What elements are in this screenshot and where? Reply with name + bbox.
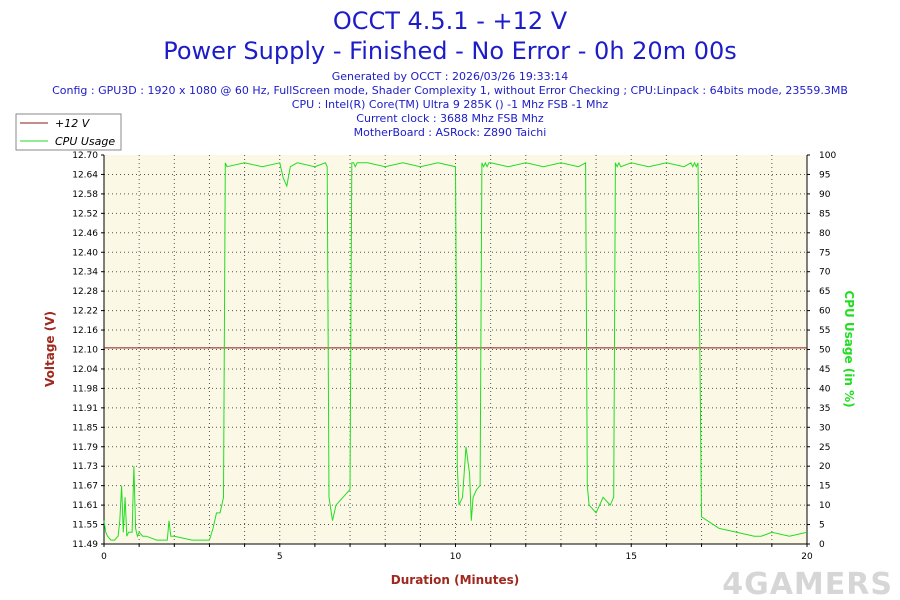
y-left-tick-label: 12.64 (72, 170, 98, 180)
axes (101, 154, 810, 547)
y-left-axis-title: Voltage (V) (43, 311, 57, 387)
chart-subtitle: Power Supply - Finished - No Error - 0h … (163, 37, 737, 65)
y-left-tick-label: 12.34 (72, 268, 98, 278)
watermark-logo: 4GAMERS (722, 567, 893, 600)
y-right-tick-label: 60 (819, 307, 831, 317)
y-left-tick-label: 12.46 (72, 229, 98, 239)
info-cpu: CPU : Intel(R) Core(TM) Ultra 9 285K () … (292, 98, 609, 111)
x-tick-label: 5 (277, 552, 283, 562)
y-right-tick-label: 5 (819, 521, 825, 531)
y-left-tick-label: 12.40 (72, 248, 98, 258)
legend: +12 V CPU Usage (15, 113, 122, 151)
y-right-tick-label: 40 (819, 384, 831, 394)
info-clock: Current clock : 3688 Mhz FSB Mhz (356, 112, 544, 125)
y-left-tick-label: 11.73 (72, 462, 98, 472)
y-left-tick-label: 12.58 (72, 190, 98, 200)
y-right-tick-label: 45 (819, 365, 830, 375)
y-right-tick-label: 55 (819, 326, 830, 336)
y-right-tick-label: 90 (819, 190, 831, 200)
y-left-tick-label: 11.55 (72, 521, 98, 531)
info-config: Config : GPU3D : 1920 x 1080 @ 60 Hz, Fu… (52, 84, 848, 97)
y-left-tick-label: 12.52 (72, 209, 98, 219)
y-left-tick-label: 12.22 (72, 307, 98, 317)
y-right-tick-label: 20 (819, 462, 831, 472)
series-line-cpu-usage (103, 161, 808, 541)
x-tick-label: 10 (450, 552, 462, 562)
y-left-tick-label: 11.91 (72, 404, 98, 414)
y-right-tick-label: 65 (819, 287, 830, 297)
y-right-tick-label: 0 (819, 540, 825, 550)
y-left-tick-label: 11.49 (72, 540, 98, 550)
legend-label-voltage: +12 V (55, 117, 91, 130)
y-right-tick-label: 50 (819, 346, 831, 356)
y-right-tick-label: 15 (819, 482, 830, 492)
legend-box (15, 113, 122, 151)
y-right-tick-label: 70 (819, 268, 831, 278)
y-right-tick-label: 85 (819, 209, 830, 219)
y-right-tick-label: 75 (819, 248, 830, 258)
legend-label-cpu: CPU Usage (55, 135, 115, 148)
y-left-tick-label: 11.79 (72, 443, 98, 453)
y-right-tick-label: 25 (819, 443, 830, 453)
x-tick-label: 15 (626, 552, 637, 562)
x-tick-label: 20 (801, 552, 813, 562)
info-generated: Generated by OCCT : 2026/03/26 19:33:14 (332, 70, 569, 83)
y-right-axis-title: CPU Usage (in %) (842, 290, 856, 407)
grid (104, 155, 807, 544)
chart-title: OCCT 4.5.1 - +12 V (333, 7, 568, 35)
y-left-tick-label: 12.16 (72, 326, 98, 336)
y-right-tick-label: 80 (819, 229, 831, 239)
y-right-tick-label: 100 (819, 151, 836, 161)
y-right-tick-label: 95 (819, 170, 830, 180)
y-left-tick-label: 11.98 (72, 384, 98, 394)
y-left-tick-label: 11.85 (72, 423, 98, 433)
x-tick-label: 0 (101, 552, 107, 562)
y-right-tick-label: 10 (819, 501, 831, 511)
y-left-tick-label: 11.61 (72, 501, 98, 511)
y-right-tick-label: 30 (819, 423, 831, 433)
y-left-tick-label: 12.10 (72, 346, 98, 356)
y-left-tick-label: 12.70 (72, 151, 98, 161)
series (103, 161, 808, 541)
y-left-tick-label: 12.28 (72, 287, 98, 297)
x-axis-title: Duration (Minutes) (391, 573, 519, 587)
y-right-tick-label: 35 (819, 404, 830, 414)
y-left-tick-label: 11.67 (72, 482, 98, 492)
y-left-tick-label: 12.04 (72, 365, 98, 375)
info-motherboard: MotherBoard : ASRock: Z890 Taichi (354, 126, 547, 139)
